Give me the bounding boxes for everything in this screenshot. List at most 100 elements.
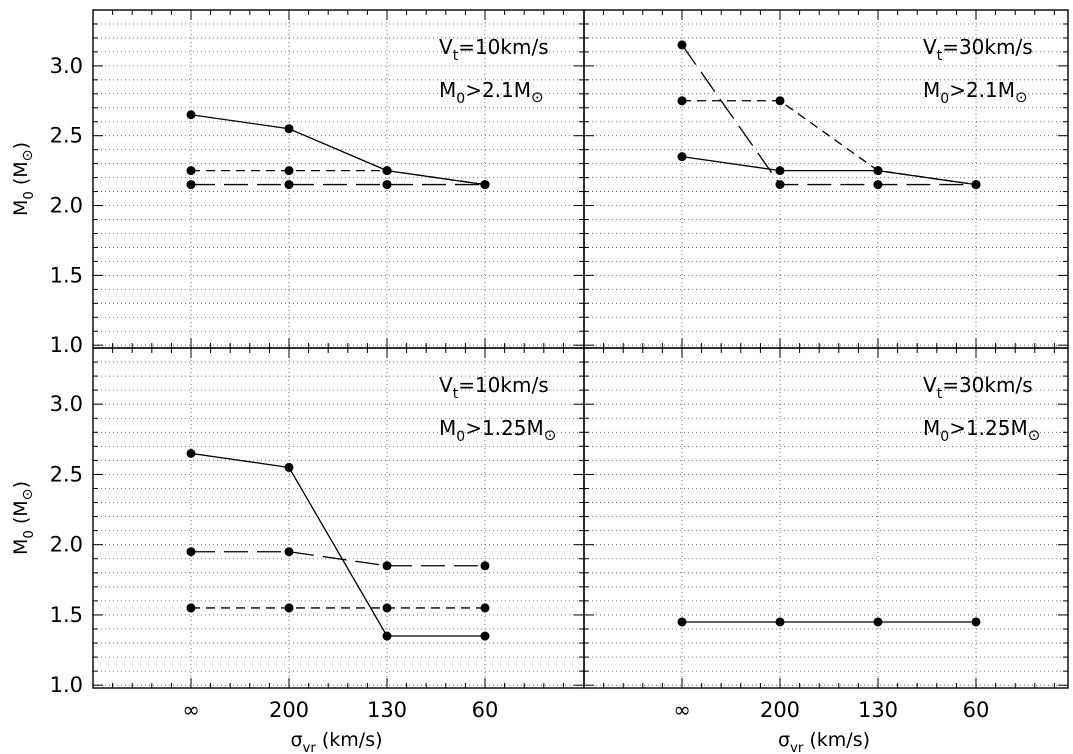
x-axis-label: σvr (km/s) — [290, 729, 382, 754]
annotation-m0: M0>2.1M⊙ — [923, 78, 1028, 107]
series-line — [191, 169, 486, 186]
data-point — [186, 547, 196, 557]
data-point — [677, 40, 687, 50]
y-tick-label: 3.0 — [50, 392, 83, 416]
annotation-vt-rest: =30km/s — [942, 373, 1032, 397]
panel-grid — [93, 348, 584, 688]
panel-ticks — [93, 347, 584, 688]
annotation-vt-base: V — [439, 373, 453, 397]
y-axis-label-rest: (M — [10, 500, 32, 530]
y-tick-label: 3.0 — [50, 54, 83, 78]
x-tick-label: 130 — [367, 698, 407, 722]
x-axis-label: σvr (km/s) — [778, 729, 870, 754]
data-point — [775, 617, 785, 627]
y-axis-label-sun-symbol: ⊙ — [20, 488, 36, 500]
data-point — [186, 603, 196, 613]
panel-ticks — [584, 347, 1068, 688]
panel-1: 1.01.52.02.53.0M0 (M⊙)Vt=10km/sM0>2.1M⊙ — [10, 9, 585, 357]
data-point — [284, 124, 294, 134]
annotation-m0-sub: 0 — [456, 429, 465, 445]
x-axis-label-rest: (km/s) — [316, 729, 383, 751]
annotation-m0-rest: >2.1M — [465, 78, 531, 102]
data-point — [382, 166, 392, 176]
y-axis-label-base: M — [10, 200, 32, 216]
y-axis-label-group: M0 (M⊙) — [10, 481, 37, 555]
panel-frame — [92, 347, 585, 689]
y-axis-label: M0 (M⊙) — [10, 481, 37, 555]
data-point — [284, 547, 294, 557]
data-point — [775, 96, 785, 106]
panel-frame — [583, 9, 1069, 349]
x-tick-label: ∞ — [673, 698, 691, 722]
data-point — [186, 166, 196, 176]
y-axis-label-sub: 0 — [22, 530, 37, 538]
data-point — [677, 152, 687, 162]
annotation-m0-base: M — [923, 416, 940, 440]
annotation-vt-base: V — [439, 35, 453, 59]
x-axis-label-base: σ — [778, 729, 790, 751]
data-point — [873, 617, 883, 627]
annotation-m0-rest: >1.25M — [465, 416, 544, 440]
annotation-m0: M0>2.1M⊙ — [439, 78, 544, 107]
series-long-dash — [186, 180, 490, 190]
annotation-vt: Vt=30km/s — [923, 373, 1033, 402]
annotation-m0-sun-symbol: ⊙ — [1015, 88, 1028, 106]
x-tick-label: 60 — [963, 698, 990, 722]
series-short-dash — [186, 603, 490, 613]
annotation-vt: Vt=10km/s — [439, 373, 549, 402]
series-line — [681, 44, 976, 186]
annotation-m0-sun-symbol: ⊙ — [544, 426, 557, 444]
data-point — [873, 180, 883, 190]
series-line — [190, 452, 485, 637]
series-line — [682, 100, 977, 186]
data-point — [677, 96, 687, 106]
panel-grid — [584, 10, 1068, 348]
annotation-m0-sun-symbol: ⊙ — [531, 88, 544, 106]
series-short-dash — [677, 96, 981, 190]
data-point — [971, 617, 981, 627]
y-tick-label: 1.5 — [50, 263, 83, 287]
series-line — [191, 551, 485, 567]
annotation-vt-rest: =30km/s — [942, 35, 1032, 59]
annotation-vt-sub: t — [937, 386, 943, 402]
data-point — [480, 180, 490, 190]
panel-frame — [92, 9, 585, 349]
data-point — [284, 603, 294, 613]
y-axis-label-sun-symbol: ⊙ — [20, 149, 36, 161]
data-point — [284, 166, 294, 176]
y-axis-label-sub: 0 — [22, 191, 37, 199]
y-axis-label-close: ) — [10, 142, 32, 149]
data-point — [284, 180, 294, 190]
annotation-vt-sub: t — [453, 386, 459, 402]
annotation-vt: Vt=10km/s — [439, 35, 549, 64]
annotation-m0-base: M — [923, 78, 940, 102]
series-long-dash — [677, 40, 981, 190]
data-point — [971, 180, 981, 190]
annotation-vt-rest: =10km/s — [458, 35, 548, 59]
annotation-m0-sub: 0 — [456, 91, 465, 107]
data-point — [382, 603, 392, 613]
annotation-vt-rest: =10km/s — [458, 373, 548, 397]
annotation-m0: M0>1.25M⊙ — [923, 416, 1040, 445]
y-axis-label: M0 (M⊙) — [10, 142, 37, 216]
annotation-vt-sub: t — [937, 48, 943, 64]
y-tick-label: 1.0 — [50, 673, 83, 697]
series-line — [681, 156, 977, 186]
x-tick-label: 60 — [472, 698, 499, 722]
annotation-m0-rest: >1.25M — [949, 416, 1028, 440]
annotation-m0-sub: 0 — [940, 91, 949, 107]
data-point — [873, 166, 883, 176]
y-tick-label: 1.0 — [50, 333, 83, 357]
annotation-m0-rest: >2.1M — [949, 78, 1015, 102]
data-point — [480, 631, 490, 641]
data-point — [480, 603, 490, 613]
series-solid — [677, 617, 981, 627]
panel-grid — [93, 10, 584, 348]
panel-2: Vt=30km/sM0>2.1M⊙ — [583, 9, 1069, 349]
data-point — [284, 462, 294, 472]
y-axis-label-rest: (M — [10, 161, 32, 191]
series-solid — [186, 448, 490, 641]
y-tick-label: 2.5 — [50, 124, 83, 148]
